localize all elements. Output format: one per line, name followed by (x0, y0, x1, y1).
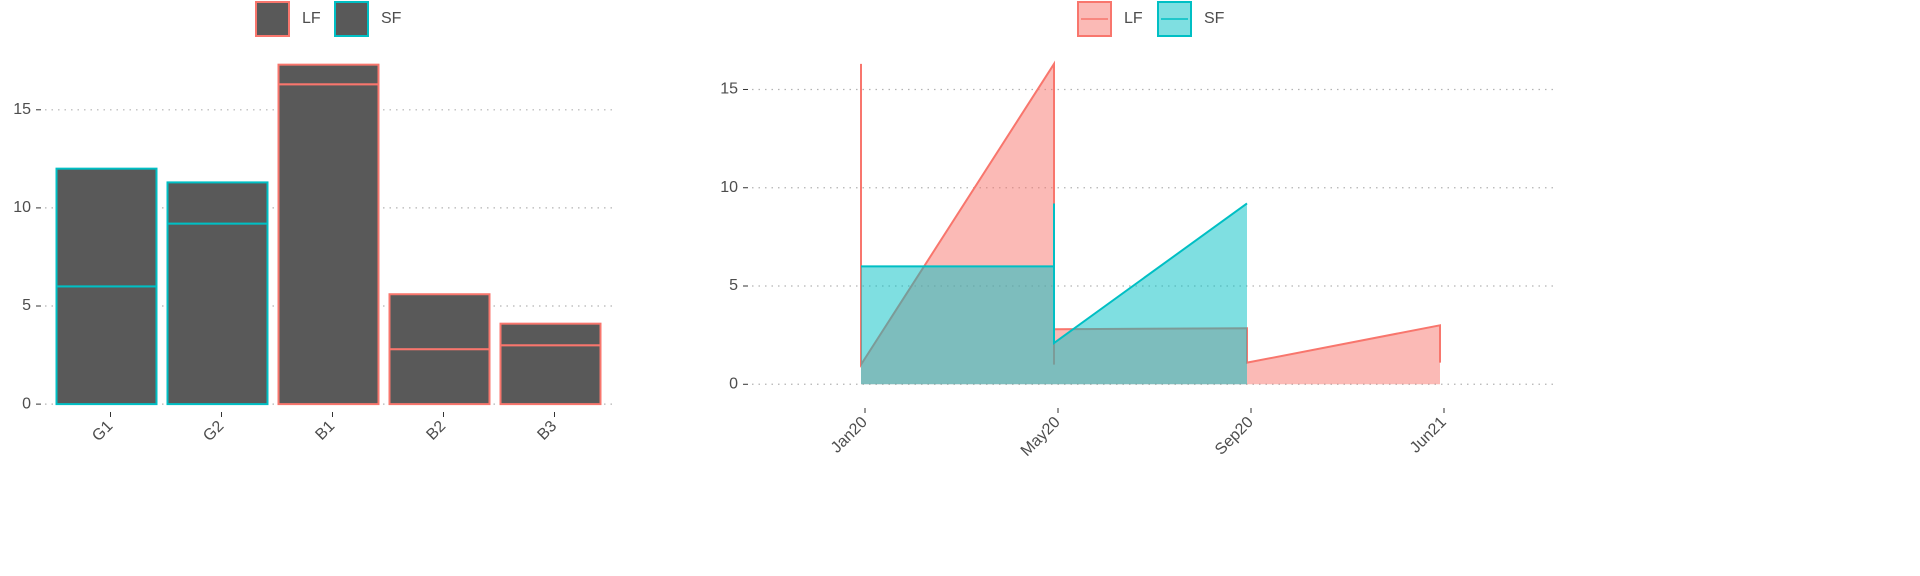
x-tick-label: Jun21 (1407, 414, 1450, 457)
y-tick-label: 15 (13, 101, 31, 118)
y-tick-label: 15 (720, 81, 738, 98)
legend-key (255, 1, 290, 37)
x-tick-label: May20 (1018, 414, 1064, 460)
bar-segment (277, 63, 380, 86)
legend-label: LF (1124, 10, 1143, 27)
y-tick-label: 10 (13, 199, 31, 216)
bar-segment (499, 344, 602, 406)
bar-segment (55, 285, 158, 406)
bar-segment (388, 348, 491, 406)
bar-segment (166, 181, 269, 225)
bar-segment (55, 167, 158, 288)
y-tick-label: 5 (729, 277, 738, 294)
legend-label: LF (302, 10, 321, 27)
y-tick-label: 0 (22, 395, 31, 412)
bar-segment (499, 322, 602, 347)
x-tick-label: B1 (312, 418, 338, 444)
x-tick-label: G1 (89, 418, 116, 445)
legend-label: SF (381, 10, 402, 27)
y-tick-label: 0 (729, 375, 738, 392)
x-tick-label: Sep20 (1212, 414, 1257, 459)
x-tick-label: Jan20 (828, 414, 871, 457)
bar-segment (166, 222, 269, 406)
x-tick-label: B3 (534, 418, 560, 444)
bar-segment (388, 293, 491, 351)
legend-key (334, 1, 369, 37)
x-tick-label: G2 (200, 418, 227, 445)
x-tick-label: B2 (423, 418, 449, 444)
legend-label: SF (1204, 10, 1225, 27)
bar-segment (277, 83, 380, 406)
y-tick-label: 5 (22, 297, 31, 314)
y-tick-label: 10 (720, 179, 738, 196)
